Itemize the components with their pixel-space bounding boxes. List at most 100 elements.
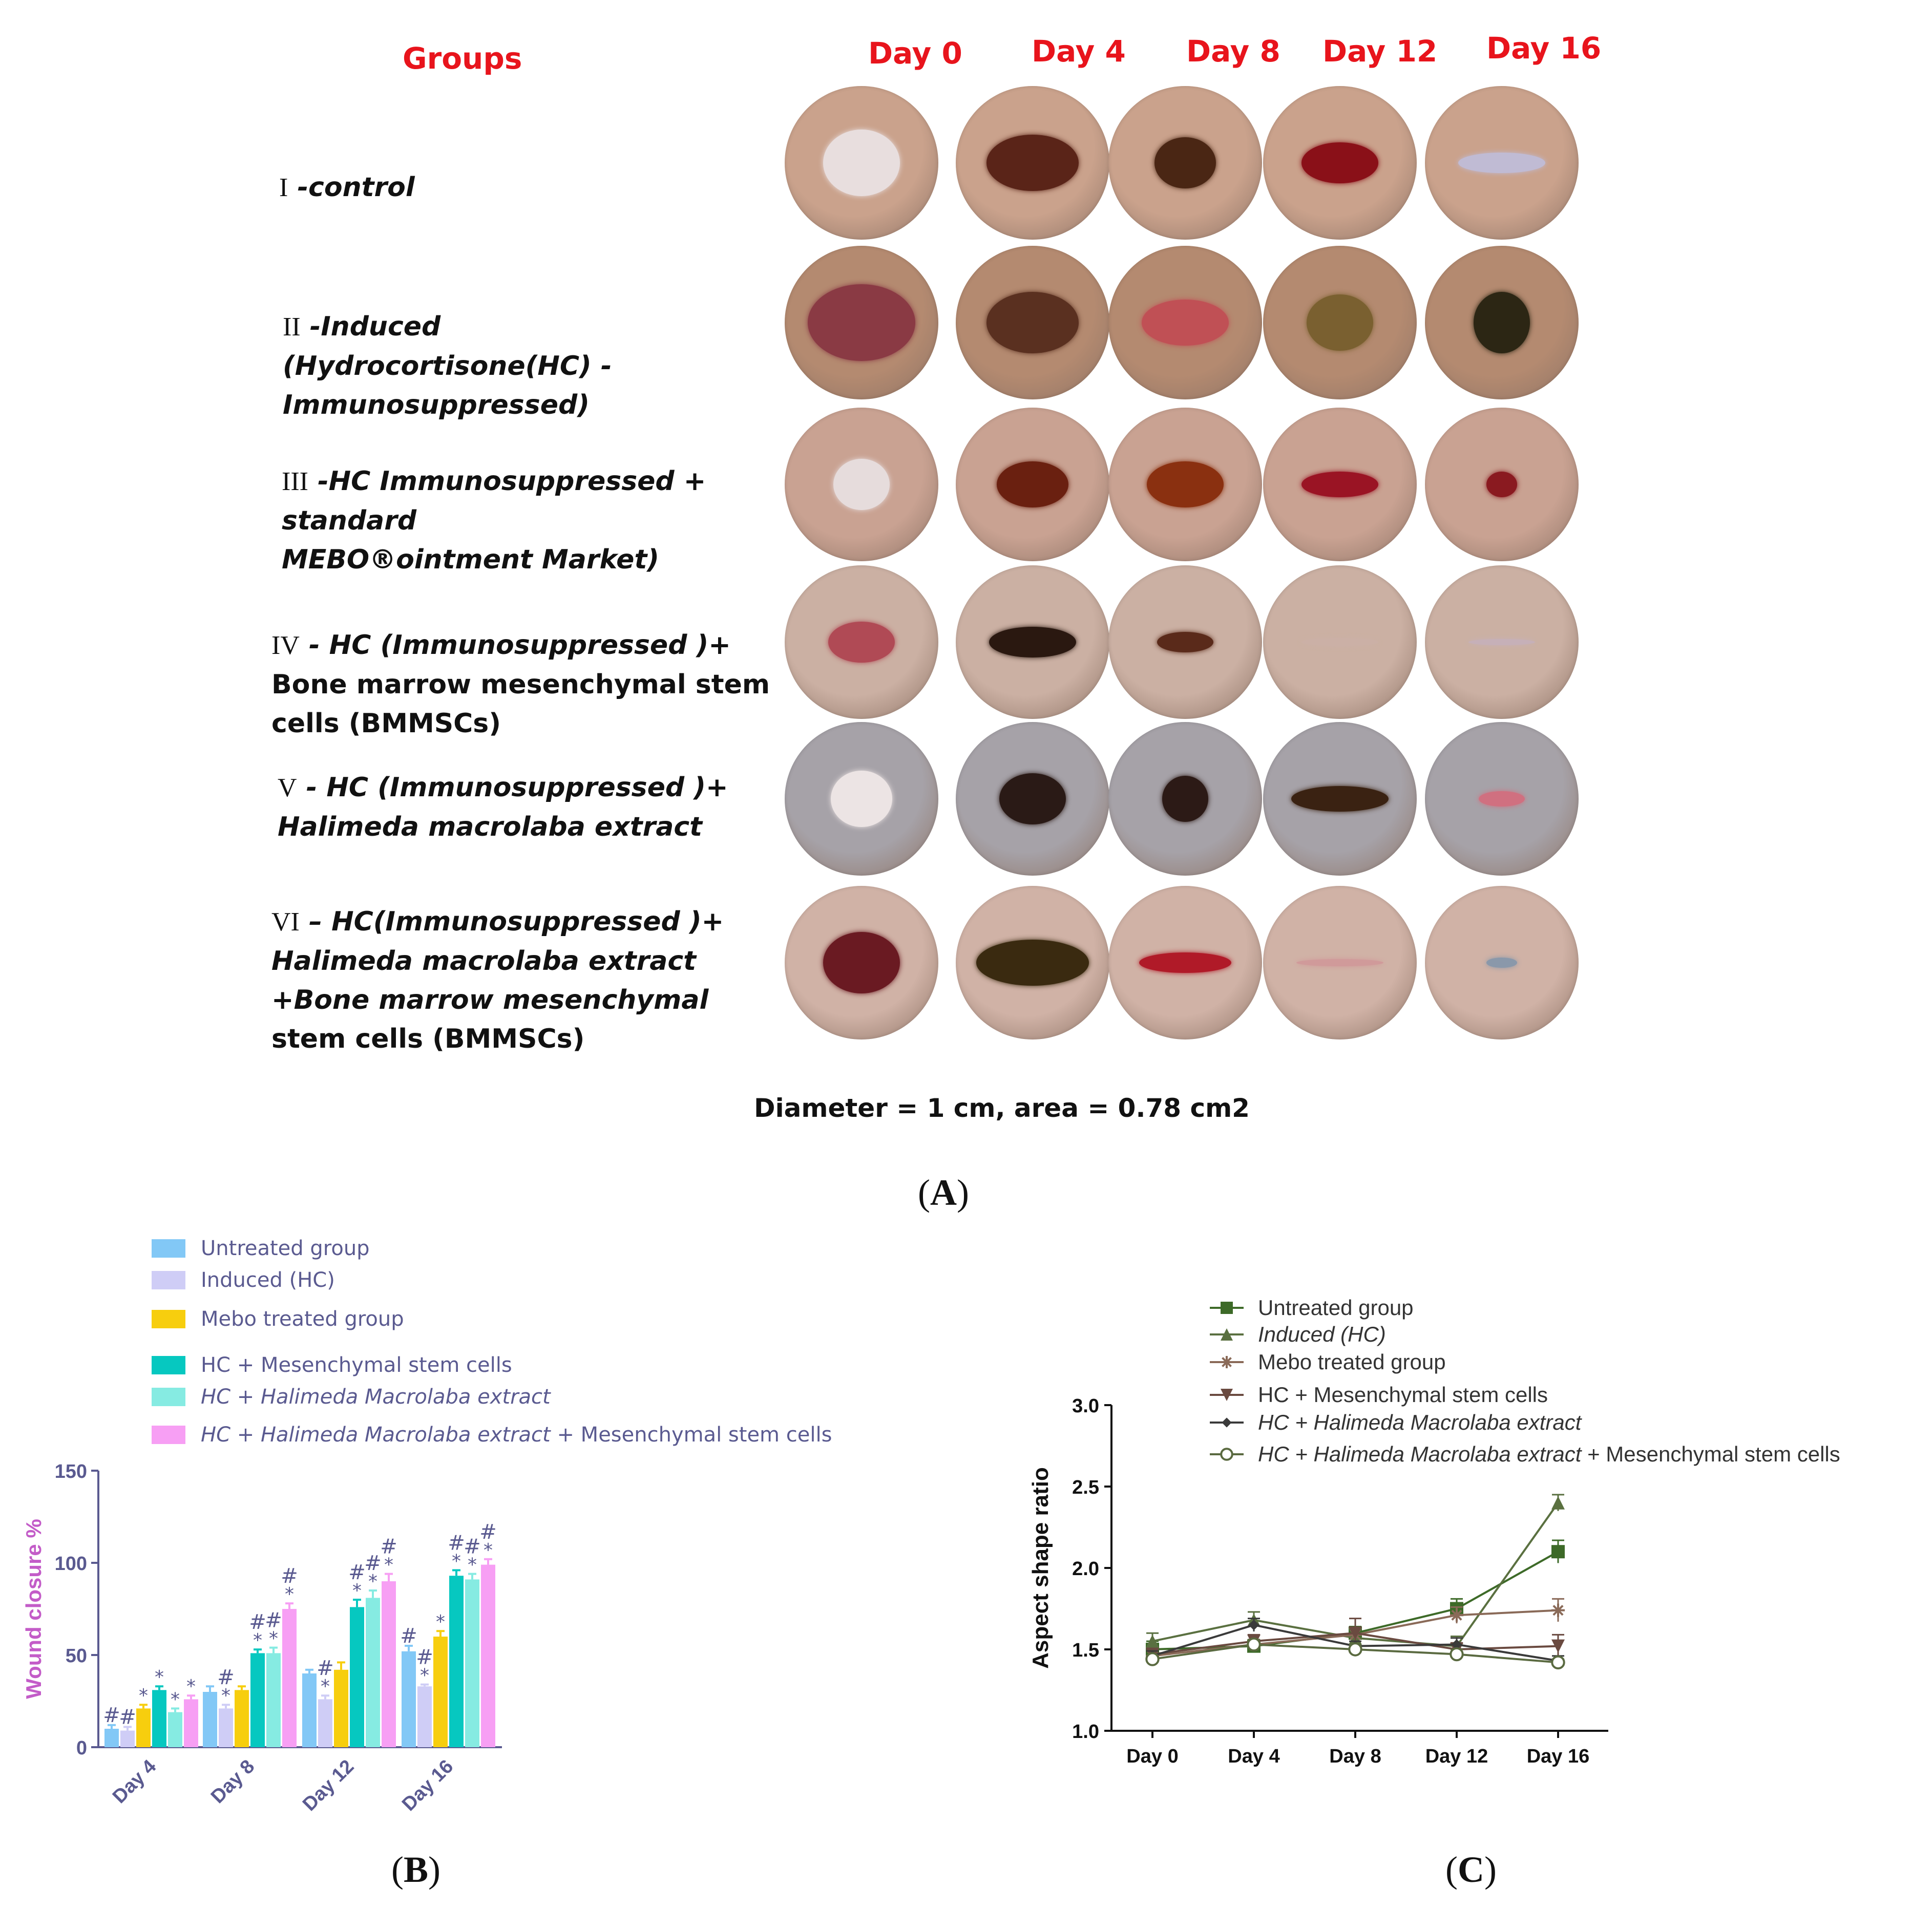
wound-area (823, 130, 900, 196)
wound-area (1486, 958, 1517, 968)
marker-diamond (1451, 1639, 1462, 1650)
wound-photo-g5-d2 (1108, 722, 1262, 876)
bar (417, 1686, 432, 1747)
bar (266, 1653, 281, 1747)
significance-hash: # (265, 1609, 282, 1632)
wound-photo-g2-d4 (1425, 246, 1579, 399)
legend-label: HC + Mesenchymal stem cells (1258, 1383, 1548, 1407)
y-axis-title: Wound closure % (22, 1519, 46, 1699)
legend-item: HC + Halimeda Macrolaba extract (152, 1382, 551, 1412)
wound-area (999, 773, 1066, 824)
wound-photo-g1-d2 (1108, 86, 1262, 240)
bar (334, 1669, 348, 1747)
wound-area (808, 284, 915, 361)
wound-photo-g2-d3 (1263, 246, 1417, 399)
wound-photo-g1-d1 (956, 86, 1109, 240)
wound-area (831, 771, 892, 827)
wound-area (1307, 294, 1373, 351)
wound-area (989, 627, 1076, 657)
bar (433, 1637, 448, 1747)
wound-photo-g4-d0 (785, 565, 938, 719)
groups-header: Groups (403, 41, 522, 76)
wound-photo-g1-d3 (1263, 86, 1417, 240)
wound-photo-g3-d3 (1263, 408, 1417, 561)
wound-area (1154, 137, 1216, 188)
aspect-ratio-line-chart: 1.0 1.5 2.0 2.5 3.0 Day 0 Day 4 Day 8 Day 12 Day … (1028, 1395, 1608, 1767)
legend-label: Induced (HC) (1258, 1322, 1386, 1346)
wound-photo-g3-d1 (956, 408, 1109, 561)
significance-hash: # (380, 1535, 397, 1559)
y-tick-label: 150 (55, 1461, 87, 1482)
marker-asterisk (1221, 1356, 1233, 1368)
panel-b-label: (B) (391, 1849, 440, 1890)
legend-label: Untreated group (201, 1237, 370, 1260)
significance-star: * (468, 1555, 477, 1576)
legend-marker (1210, 1328, 1244, 1341)
bar (120, 1730, 135, 1747)
bar (465, 1579, 479, 1747)
wound-area (1301, 638, 1378, 646)
significance-hash: # (217, 1666, 235, 1689)
legend-swatch (152, 1310, 185, 1328)
significance-hash: # (348, 1561, 366, 1584)
bar (350, 1607, 364, 1747)
marker-square (1221, 1302, 1233, 1314)
significance-hash: # (281, 1564, 298, 1588)
bar (104, 1729, 119, 1747)
wound-photo-g6-d1 (956, 886, 1109, 1040)
y-tick-label: 2.0 (1072, 1558, 1099, 1580)
legend-label: Mebo treated group (1258, 1350, 1446, 1374)
group-label-4: IV - HC (Immunosuppressed )+ Bone marrow… (271, 630, 770, 739)
wound-photo-g6-d3 (1263, 886, 1417, 1040)
wound-photo-g1-d4 (1425, 86, 1579, 240)
wound-photo-g6-d0 (785, 886, 938, 1040)
y-tick-label: 100 (55, 1553, 87, 1575)
asterisk-stroke (1552, 1605, 1564, 1616)
group-label-1: I -control (279, 172, 415, 203)
significance-star: * (221, 1685, 230, 1706)
wound-photo-g3-d4 (1425, 408, 1579, 561)
wound-area (1157, 632, 1213, 652)
wound-photo-g6-d4 (1425, 886, 1579, 1040)
wound-photo-g3-d2 (1108, 408, 1262, 561)
marker-triangle-down (1349, 1626, 1362, 1640)
legend-swatch (152, 1388, 185, 1406)
group-label-3: III -HC Immunosuppressed + standard MEBO… (282, 466, 706, 575)
bar (382, 1581, 396, 1747)
wound-area (1147, 461, 1224, 507)
bar (402, 1651, 416, 1747)
bar (219, 1708, 233, 1747)
y-tick-label: 3.0 (1072, 1395, 1099, 1417)
marker-diamond (1248, 1619, 1259, 1630)
x-tick-label: Day 4 (109, 1756, 160, 1808)
significance-hash: # (400, 1624, 417, 1648)
bar (136, 1708, 151, 1747)
legend-item: Mebo treated group (1209, 1348, 1446, 1376)
wound-photo-g5-d4 (1425, 722, 1579, 876)
diameter-note: Diameter = 1 cm, area = 0.78 cm2 (754, 1093, 1250, 1123)
bar (481, 1564, 495, 1747)
x-tick-label: Day 16 (398, 1756, 457, 1815)
marker-circle (1551, 1655, 1565, 1670)
asterisk-stroke (1451, 1609, 1462, 1621)
significance-star: * (420, 1665, 429, 1686)
legend-item: HC + Mesenchymal stem cells (152, 1350, 512, 1381)
marker-asterisk (1551, 1603, 1565, 1617)
wound-photo-g2-d0 (785, 246, 938, 399)
legend-label: Untreated group (1258, 1296, 1414, 1320)
marker-circle (1220, 1448, 1233, 1461)
y-axis-title: Aspect shape ratio (1028, 1467, 1053, 1669)
y-tick-label: 2.5 (1072, 1477, 1099, 1498)
wound-photo-g4-d4 (1425, 565, 1579, 719)
significance-star: * (368, 1571, 377, 1592)
group-label-6: VI – HC(Immunosuppressed )+ Halimeda mac… (271, 906, 724, 1054)
x-tick-label: Day 8 (1329, 1746, 1381, 1767)
significance-star: * (269, 1628, 278, 1649)
bar (168, 1712, 182, 1747)
legend-label: HC + Halimeda Macrolaba extract (201, 1385, 551, 1409)
wound-area (986, 292, 1079, 353)
x-tick-label: Day 4 (1228, 1746, 1279, 1767)
marker-circle (1450, 1647, 1464, 1662)
bar (366, 1598, 380, 1747)
legend-item: Induced (HC) (1209, 1320, 1386, 1349)
